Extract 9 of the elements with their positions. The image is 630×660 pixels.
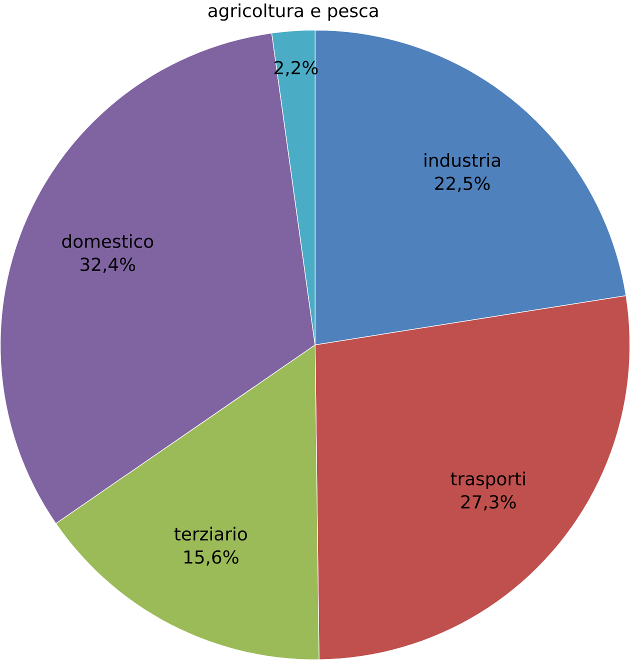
data-label: 27,3% [461, 495, 516, 510]
data-label: 32,4% [80, 258, 135, 274]
data-label: 22,5% [435, 176, 490, 192]
slice-label: industria [424, 153, 500, 167]
slice-label: agricoltura e pesca [208, 3, 378, 21]
slice-label: terziario [174, 526, 247, 541]
slice-label: domestico [62, 234, 154, 248]
slice-label: trasporti [450, 472, 525, 489]
data-label: 15,6% [184, 550, 238, 566]
